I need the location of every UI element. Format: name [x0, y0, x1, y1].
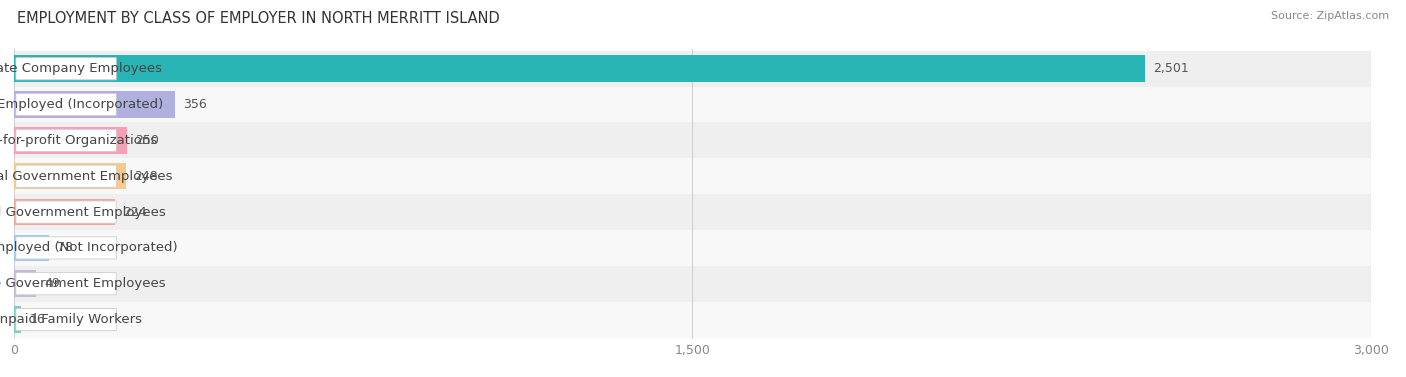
Bar [14, 234, 49, 261]
Text: Local Government Employees: Local Government Employees [0, 205, 166, 219]
Bar [14, 87, 1371, 123]
Bar [14, 230, 1371, 266]
Bar [14, 55, 1144, 82]
Bar [14, 127, 127, 154]
Bar [14, 194, 1371, 230]
Text: 78: 78 [58, 241, 73, 254]
Text: 248: 248 [135, 170, 157, 183]
FancyBboxPatch shape [15, 129, 117, 152]
Bar [14, 302, 1371, 337]
Bar [14, 270, 37, 297]
Text: Federal Government Employees: Federal Government Employees [0, 170, 173, 183]
Text: Not-for-profit Organizations: Not-for-profit Organizations [0, 134, 157, 147]
Bar [14, 163, 127, 190]
Bar [14, 307, 21, 333]
FancyBboxPatch shape [15, 273, 117, 295]
FancyBboxPatch shape [15, 237, 117, 259]
FancyBboxPatch shape [15, 165, 117, 187]
Text: Source: ZipAtlas.com: Source: ZipAtlas.com [1271, 11, 1389, 21]
Bar [14, 123, 1371, 158]
Text: Self-Employed (Not Incorporated): Self-Employed (Not Incorporated) [0, 241, 177, 254]
FancyBboxPatch shape [15, 93, 117, 116]
Text: 2,501: 2,501 [1153, 62, 1189, 75]
Text: Private Company Employees: Private Company Employees [0, 62, 162, 75]
Text: Unpaid Family Workers: Unpaid Family Workers [0, 313, 142, 326]
Bar [14, 158, 1371, 194]
Bar [14, 91, 176, 118]
Bar [14, 51, 1371, 87]
Text: 49: 49 [45, 277, 60, 290]
Text: State Government Employees: State Government Employees [0, 277, 166, 290]
Text: Self-Employed (Incorporated): Self-Employed (Incorporated) [0, 98, 163, 111]
Text: 224: 224 [124, 205, 148, 219]
FancyBboxPatch shape [15, 308, 117, 331]
FancyBboxPatch shape [15, 201, 117, 223]
FancyBboxPatch shape [15, 58, 117, 80]
Text: 356: 356 [183, 98, 207, 111]
Text: 250: 250 [135, 134, 159, 147]
Text: EMPLOYMENT BY CLASS OF EMPLOYER IN NORTH MERRITT ISLAND: EMPLOYMENT BY CLASS OF EMPLOYER IN NORTH… [17, 11, 499, 26]
Bar [14, 199, 115, 225]
Text: 16: 16 [30, 313, 45, 326]
Bar [14, 266, 1371, 302]
